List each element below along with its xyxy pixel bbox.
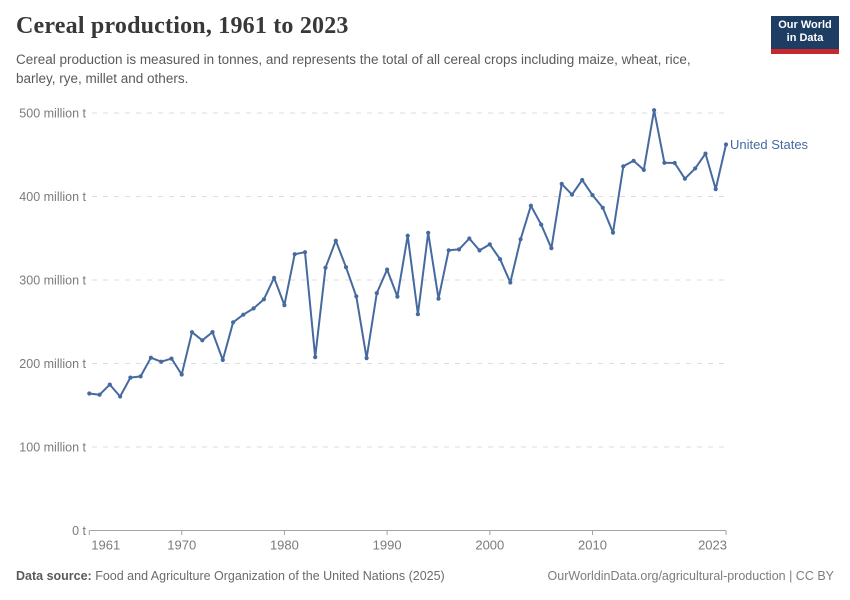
data-point[interactable] xyxy=(354,294,359,299)
logo-line1: Our World xyxy=(778,19,832,31)
x-axis-tick-label: 1961 xyxy=(91,538,120,553)
data-point[interactable] xyxy=(333,238,338,243)
data-point[interactable] xyxy=(631,158,636,163)
data-point[interactable] xyxy=(395,294,400,299)
x-axis-tick-label: 2010 xyxy=(578,538,607,553)
data-point[interactable] xyxy=(138,374,143,379)
data-point[interactable] xyxy=(343,265,349,270)
data-point[interactable] xyxy=(313,355,318,360)
data-point[interactable] xyxy=(159,359,164,364)
data-point[interactable] xyxy=(477,248,482,253)
data-point[interactable] xyxy=(641,167,646,172)
y-axis-label: 100 million t xyxy=(19,441,86,455)
data-point[interactable] xyxy=(508,280,513,285)
data-point[interactable] xyxy=(292,252,297,257)
data-point[interactable] xyxy=(148,355,153,360)
page-title: Cereal production, 1961 to 2023 xyxy=(16,13,349,39)
data-point[interactable] xyxy=(682,176,688,181)
data-point[interactable] xyxy=(713,187,718,192)
data-point[interactable] xyxy=(128,375,133,380)
data-line[interactable] xyxy=(88,109,727,398)
data-point[interactable] xyxy=(652,108,657,113)
data-point[interactable] xyxy=(662,160,667,165)
data-point[interactable] xyxy=(261,297,266,302)
data-point[interactable] xyxy=(467,236,472,241)
y-axis-label: 300 million t xyxy=(19,274,86,288)
data-point[interactable] xyxy=(107,382,112,387)
data-source-value: Food and Agriculture Organization of the… xyxy=(91,569,445,583)
data-point[interactable] xyxy=(405,233,410,238)
data-point[interactable] xyxy=(723,142,729,147)
data-point[interactable] xyxy=(364,356,369,361)
attribution-link[interactable]: OurWorldinData.org/agricultural-producti… xyxy=(547,569,834,583)
data-source: Data source: Food and Agriculture Organi… xyxy=(16,569,445,583)
logo-line2: in Data xyxy=(786,32,824,44)
data-point[interactable] xyxy=(446,248,451,253)
chart-subtitle: Cereal production is measured in tonnes,… xyxy=(16,52,691,86)
data-point[interactable] xyxy=(220,357,225,363)
data-point[interactable] xyxy=(528,203,534,208)
x-axis-tick-label: 1990 xyxy=(373,538,402,553)
x-axis-tick-label: 2023 xyxy=(698,538,727,553)
data-point[interactable] xyxy=(559,181,564,186)
y-axis-label: 0 t xyxy=(72,524,86,538)
data-point[interactable] xyxy=(200,338,205,343)
data-point[interactable] xyxy=(179,372,184,377)
data-point[interactable] xyxy=(302,250,308,255)
data-point[interactable] xyxy=(251,306,256,311)
data-point[interactable] xyxy=(436,296,441,301)
data-point[interactable] xyxy=(580,177,585,183)
owid-logo[interactable]: Our World in Data xyxy=(771,16,839,54)
owid-logo-box: Our World in Data xyxy=(771,16,839,49)
y-axis-label: 200 million t xyxy=(19,357,86,371)
data-point[interactable] xyxy=(241,312,246,317)
y-axis-label: 400 million t xyxy=(19,190,86,204)
x-axis-tick-label: 2000 xyxy=(475,538,504,553)
data-point[interactable] xyxy=(621,164,626,169)
data-point[interactable] xyxy=(189,330,195,335)
data-point[interactable] xyxy=(210,330,215,335)
data-point[interactable] xyxy=(426,230,431,235)
data-point[interactable] xyxy=(169,356,174,361)
x-axis-tick-label: 1970 xyxy=(167,538,196,553)
data-point[interactable] xyxy=(610,230,616,235)
data-point[interactable] xyxy=(374,291,379,296)
data-point[interactable] xyxy=(549,246,554,251)
data-point[interactable] xyxy=(487,242,492,247)
data-source-label: Data source: xyxy=(16,569,92,583)
data-point[interactable] xyxy=(97,392,102,397)
data-point[interactable] xyxy=(672,160,677,166)
data-point[interactable] xyxy=(282,303,287,308)
data-point[interactable] xyxy=(87,391,92,396)
data-point[interactable] xyxy=(498,257,503,262)
data-point[interactable] xyxy=(231,320,236,325)
owid-logo-red-bar xyxy=(771,49,839,54)
data-point[interactable] xyxy=(539,222,544,227)
data-point[interactable] xyxy=(118,394,123,399)
data-point[interactable] xyxy=(456,247,462,252)
data-point[interactable] xyxy=(569,192,575,197)
data-point[interactable] xyxy=(518,237,523,242)
data-point[interactable] xyxy=(323,265,328,270)
data-point[interactable] xyxy=(703,151,708,156)
x-axis-tick-label: 1980 xyxy=(270,538,299,553)
data-point[interactable] xyxy=(415,312,420,317)
data-point[interactable] xyxy=(385,267,390,272)
data-point[interactable] xyxy=(693,166,698,171)
y-axis-label: 500 million t xyxy=(19,107,86,121)
data-point[interactable] xyxy=(600,205,605,210)
data-point[interactable] xyxy=(590,193,595,198)
data-point[interactable] xyxy=(272,275,277,280)
series-label-united-states[interactable]: United States xyxy=(730,137,809,152)
